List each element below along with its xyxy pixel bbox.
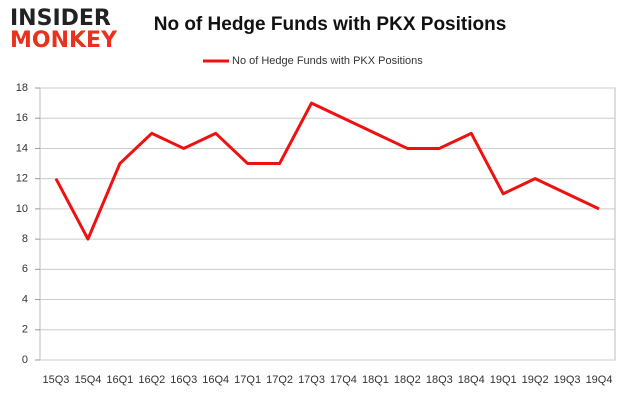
chart-title: No of Hedge Funds with PKX Positions (154, 14, 507, 35)
y-tick-label: 14 (16, 142, 28, 154)
x-tick-label: 15Q4 (74, 374, 101, 386)
x-tick-label: 18Q3 (426, 374, 453, 386)
logo-line2: MONKEY (10, 28, 118, 53)
logo-line1: INSIDER (10, 6, 111, 31)
x-tick-label: 17Q3 (298, 374, 325, 386)
x-tick-label: 19Q1 (490, 374, 517, 386)
x-tick-label: 19Q3 (554, 374, 581, 386)
y-tick-label: 2 (22, 324, 28, 336)
x-tick-label: 18Q2 (394, 374, 421, 386)
x-tick-label: 16Q2 (138, 374, 165, 386)
y-tick-label: 16 (16, 112, 28, 124)
legend-label: No of Hedge Funds with PKX Positions (232, 55, 423, 67)
x-tick-label: 17Q4 (330, 374, 357, 386)
x-tick-label: 17Q2 (266, 374, 293, 386)
data-line (54, 101, 600, 241)
x-tick-label: 19Q4 (586, 374, 613, 386)
x-tick-label: 18Q1 (362, 374, 389, 386)
x-tick-label: 19Q2 (522, 374, 549, 386)
y-tick-label: 12 (16, 173, 28, 185)
y-tick-label: 10 (16, 203, 28, 215)
y-tick-label: 8 (22, 233, 28, 245)
x-tick-label: 16Q1 (106, 374, 133, 386)
y-tick-label: 18 (16, 82, 28, 94)
y-tick-label: 6 (22, 263, 28, 275)
plot-frame (39, 87, 616, 361)
x-tick-label: 15Q3 (43, 374, 70, 386)
x-tick-label: 18Q4 (458, 374, 485, 386)
y-tick-label: 0 (22, 354, 28, 366)
x-tick-label: 16Q4 (202, 374, 229, 386)
x-tick-label: 17Q1 (234, 374, 261, 386)
x-tick-label: 16Q3 (170, 374, 197, 386)
y-tick-label: 4 (22, 293, 28, 305)
